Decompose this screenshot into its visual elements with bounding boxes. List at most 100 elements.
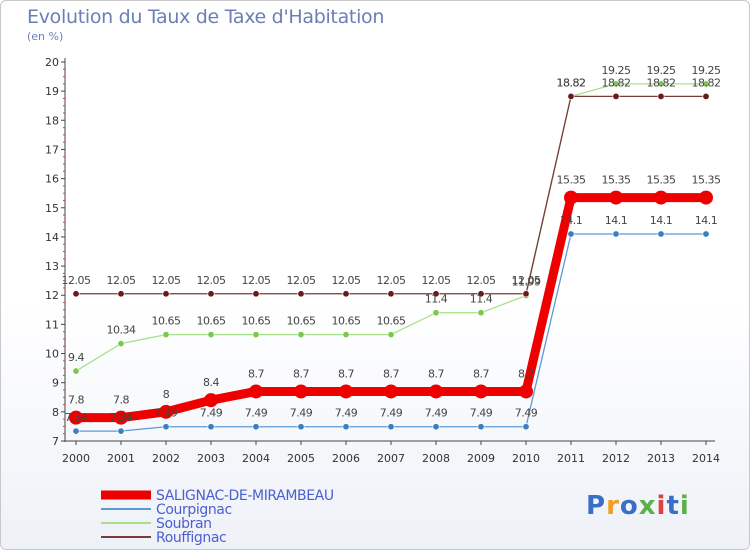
data-point-soubran xyxy=(297,331,305,339)
data-label-courpignac: 14.1 xyxy=(695,214,718,227)
y-tick-label: 17 xyxy=(45,143,59,156)
data-label-courpignac: 7.49 xyxy=(470,407,493,420)
data-point-rouffignac xyxy=(522,290,530,298)
data-point-courpignac xyxy=(252,423,260,431)
x-tick-label: 2005 xyxy=(287,452,315,465)
data-label-courpignac: 14.1 xyxy=(650,214,673,227)
data-label-courpignac: 7.49 xyxy=(425,407,448,420)
data-point-salignac-de-mirambeau xyxy=(519,384,533,399)
data-point-rouffignac xyxy=(657,92,665,100)
data-label-rouffignac: 18.82 xyxy=(692,76,721,89)
data-point-soubran xyxy=(657,80,665,88)
data-point-courpignac xyxy=(477,423,485,431)
data-label-soubran: 18.82 xyxy=(557,76,586,89)
x-tick-label: 2010 xyxy=(512,452,540,465)
data-label-soubran: 10.65 xyxy=(152,315,181,328)
x-tick-label: 2003 xyxy=(197,452,225,465)
data-label-salignac-de-mirambeau: 7.8 xyxy=(113,394,129,407)
data-point-rouffignac xyxy=(252,290,260,298)
logo-letter: i xyxy=(656,491,667,521)
legend-label-courpignac: Courpignac xyxy=(156,502,232,518)
data-label-rouffignac: 12.05 xyxy=(377,274,406,287)
y-tick-label: 11 xyxy=(45,318,59,331)
legend-label-soubran: Soubran xyxy=(156,516,212,532)
logo-letter: t xyxy=(666,491,680,521)
data-point-rouffignac xyxy=(297,290,305,298)
data-point-courpignac xyxy=(72,427,80,435)
data-point-courpignac xyxy=(612,230,620,238)
data-label-salignac-de-mirambeau: 15.35 xyxy=(602,174,631,187)
y-tick-label: 10 xyxy=(45,348,59,361)
data-point-salignac-de-mirambeau xyxy=(564,190,578,205)
x-tick-label: 2004 xyxy=(242,452,270,465)
data-point-salignac-de-mirambeau xyxy=(294,384,308,399)
data-label-rouffignac: 12.05 xyxy=(107,274,136,287)
data-point-soubran xyxy=(387,331,395,339)
data-label-courpignac: 7.49 xyxy=(515,407,538,420)
y-tick-label: 12 xyxy=(45,289,59,302)
data-point-salignac-de-mirambeau xyxy=(474,384,488,399)
data-label-salignac-de-mirambeau: 7.8 xyxy=(68,394,84,407)
x-tick-label: 2001 xyxy=(107,452,135,465)
logo-letter: i xyxy=(679,491,690,521)
x-tick-label: 2014 xyxy=(692,452,720,465)
legend-label-rouffignac: Rouffignac xyxy=(156,530,226,546)
x-tick-label: 2007 xyxy=(377,452,405,465)
logo-letter: r xyxy=(606,491,620,521)
data-point-soubran xyxy=(162,331,170,339)
data-label-salignac-de-mirambeau: 8.7 xyxy=(518,367,534,380)
data-label-rouffignac: 12.05 xyxy=(152,274,181,287)
data-label-rouffignac: 12.05 xyxy=(242,274,271,287)
chart-title: Evolution du Taux de Taxe d'Habitation xyxy=(27,6,385,28)
data-point-rouffignac xyxy=(72,290,80,298)
x-tick-label: 2002 xyxy=(152,452,180,465)
x-tick-label: 2000 xyxy=(62,452,90,465)
x-tick-label: 2013 xyxy=(647,452,675,465)
data-label-salignac-de-mirambeau: 15.35 xyxy=(557,174,586,187)
data-label-soubran: 10.65 xyxy=(377,315,406,328)
logo-letter: x xyxy=(638,491,657,521)
data-label-rouffignac: 18.82 xyxy=(647,76,676,89)
data-point-rouffignac xyxy=(567,92,575,100)
data-label-salignac-de-mirambeau: 8.7 xyxy=(428,367,444,380)
proxiti-logo: Proxiti xyxy=(586,491,690,521)
data-point-rouffignac xyxy=(477,290,485,298)
data-point-salignac-de-mirambeau xyxy=(159,404,173,419)
data-label-soubran: 11.99 xyxy=(512,276,541,289)
data-label-rouffignac: 12.05 xyxy=(512,274,541,287)
data-point-courpignac xyxy=(567,230,575,238)
x-tick-label: 2012 xyxy=(602,452,630,465)
y-tick-label: 20 xyxy=(45,56,59,69)
data-point-courpignac xyxy=(657,230,665,238)
data-point-courpignac xyxy=(342,423,350,431)
data-label-salignac-de-mirambeau: 8.7 xyxy=(248,367,264,380)
data-label-rouffignac: 12.05 xyxy=(422,274,451,287)
data-label-soubran: 10.65 xyxy=(332,315,361,328)
logo-letter: P xyxy=(586,491,607,521)
data-label-soubran: 9.4 xyxy=(68,351,84,364)
y-tick-label: 15 xyxy=(45,202,59,215)
series-line-soubran xyxy=(75,83,706,372)
data-point-salignac-de-mirambeau xyxy=(204,393,218,408)
data-label-rouffignac: 12.05 xyxy=(197,274,226,287)
data-point-salignac-de-mirambeau xyxy=(114,410,128,425)
data-label-rouffignac: 18.82 xyxy=(602,76,631,89)
x-tick-label: 2009 xyxy=(467,452,495,465)
data-label-salignac-de-mirambeau: 15.35 xyxy=(647,174,676,187)
data-point-soubran xyxy=(702,80,710,88)
data-label-courpignac: 7.49 xyxy=(290,407,313,420)
y-tick-label: 14 xyxy=(45,231,59,244)
data-point-salignac-de-mirambeau xyxy=(69,410,83,425)
data-point-soubran xyxy=(477,309,485,317)
data-point-salignac-de-mirambeau xyxy=(339,384,353,399)
x-tick-label: 2011 xyxy=(557,452,585,465)
data-label-soubran: 10.65 xyxy=(242,315,271,328)
y-tick-label: 18 xyxy=(45,114,59,127)
data-point-rouffignac xyxy=(612,92,620,100)
data-point-rouffignac xyxy=(387,290,395,298)
legend-label-salignac-de-mirambeau: SALIGNAC-DE-MIRAMBEAU xyxy=(156,488,334,504)
data-label-courpignac: 14.1 xyxy=(605,214,628,227)
data-label-soubran: 11.4 xyxy=(470,293,493,306)
data-point-courpignac xyxy=(117,427,125,435)
data-point-rouffignac xyxy=(342,290,350,298)
